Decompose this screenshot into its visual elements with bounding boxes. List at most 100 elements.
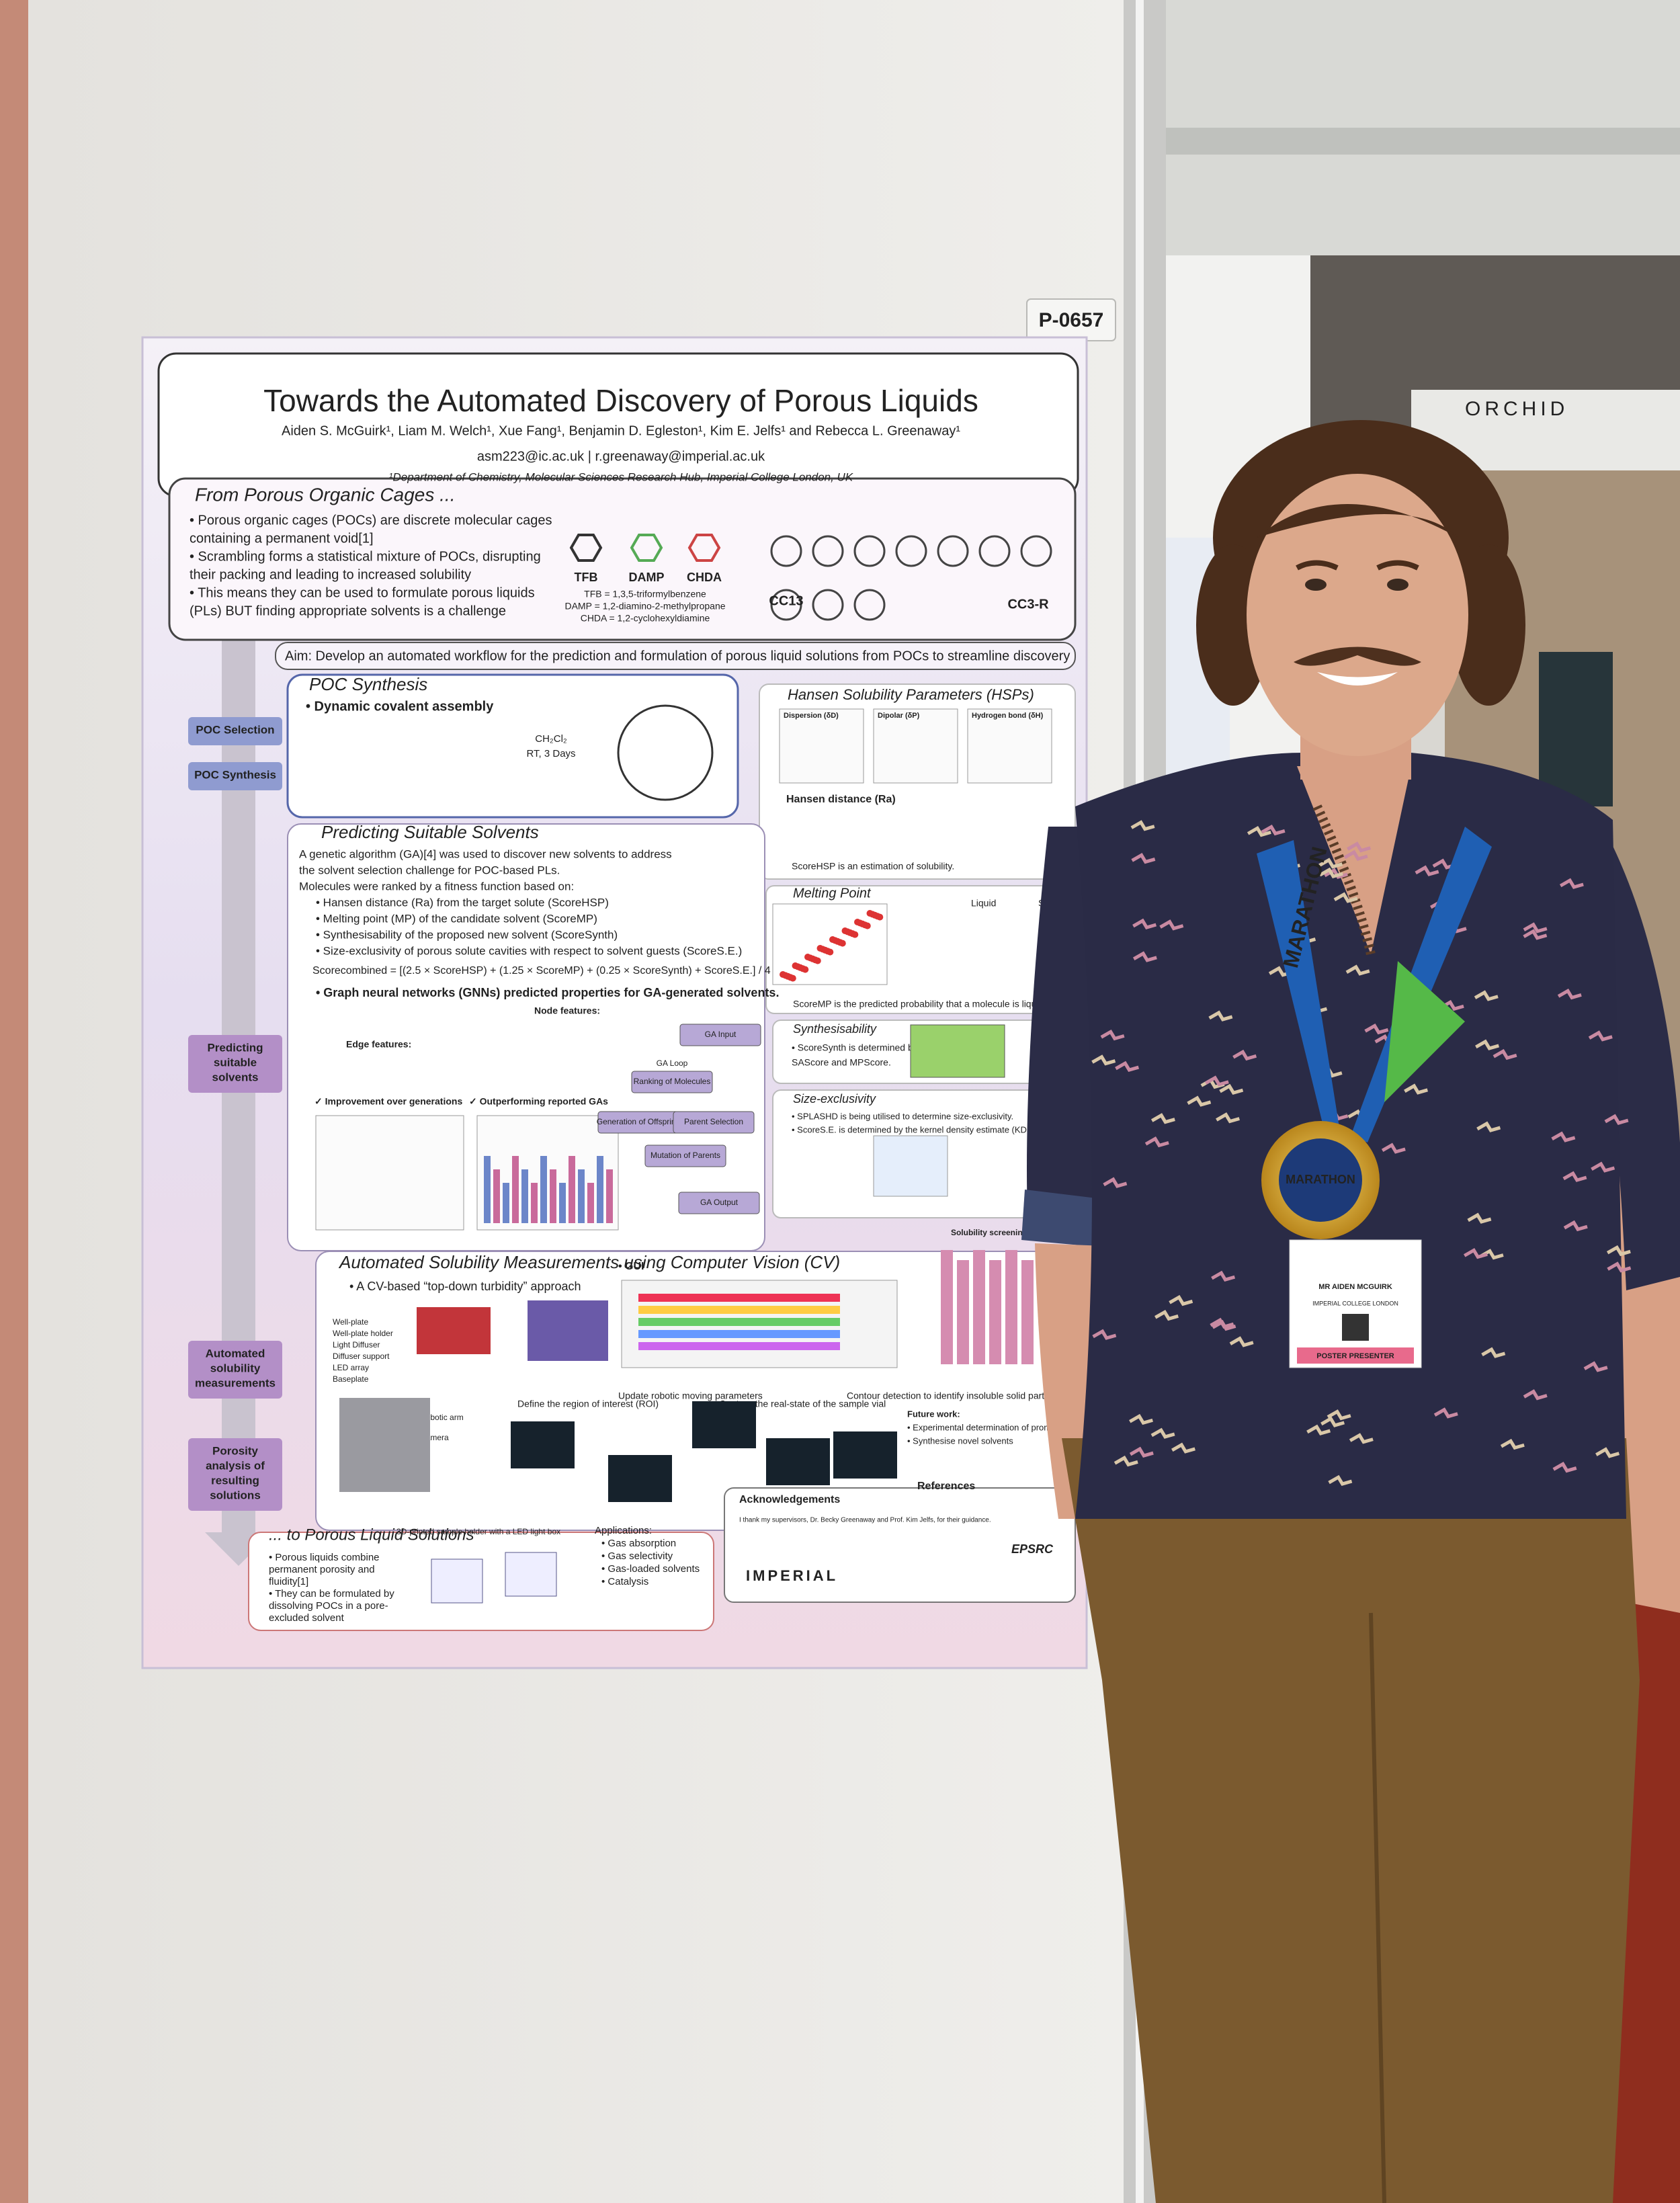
print-bird	[1333, 892, 1358, 903]
section-heading: Predicting Suitable Solvents	[321, 822, 539, 842]
print-bird	[1318, 858, 1343, 869]
screening-bar	[989, 1260, 1001, 1364]
print-bird	[1415, 865, 1439, 876]
print-bird	[1583, 1361, 1608, 1372]
print-bird	[1154, 1309, 1179, 1321]
cage-icon	[937, 535, 969, 567]
print-bird	[1115, 1061, 1140, 1073]
cage-icon	[978, 535, 1011, 567]
result-bar	[569, 1156, 575, 1223]
cage-icon	[1020, 535, 1052, 567]
liquids-line: permanent porosity and	[269, 1564, 375, 1575]
melting-plot	[772, 903, 888, 985]
stage-label: solubility	[210, 1362, 261, 1374]
print-bird	[1211, 1270, 1236, 1282]
cv-step: Update robotic moving parameters	[618, 1390, 763, 1401]
synthesis-condition: RT, 3 Days	[526, 748, 575, 759]
scatter-dot	[876, 913, 884, 921]
well-plate-image	[528, 1300, 608, 1361]
rig-part: Light Diffuser	[333, 1340, 380, 1349]
print-bird	[1349, 1433, 1374, 1444]
print-bird	[1169, 1294, 1193, 1306]
liquids-line: • They can be formulated by	[269, 1588, 394, 1599]
solvents-line: A genetic algorithm (GA)[4] was used to …	[299, 847, 672, 860]
stage-label: Automated	[206, 1347, 265, 1360]
gui-row	[638, 1306, 840, 1314]
synthesis-box	[286, 673, 739, 819]
gui-row	[638, 1330, 840, 1338]
monomer-definition: DAMP = 1,2-diamino-2-methylpropane	[564, 601, 725, 612]
hsp-note: ScoreHSP is an estimation of solubility.	[792, 861, 954, 872]
liquids-line: excluded solvent	[269, 1612, 345, 1624]
stage-label: Porosity	[212, 1444, 259, 1457]
print-bird	[1559, 878, 1584, 889]
synthesis-bullet: • Dynamic covalent assembly	[306, 699, 494, 714]
print-bird	[1475, 1039, 1499, 1050]
liquid-diagram	[505, 1552, 557, 1597]
scatter-dot	[802, 966, 809, 973]
monomer-icon	[687, 533, 721, 563]
print-bird	[1208, 1010, 1233, 1022]
print-bird	[1114, 1455, 1138, 1467]
aim: Aim: Develop an automated workflow for t…	[285, 649, 1070, 663]
liquids-line: • Porous liquids combine	[269, 1552, 380, 1563]
feature-label: Edge features:	[346, 1039, 411, 1050]
synth-table	[910, 1024, 1005, 1078]
print-bird	[1552, 1462, 1577, 1473]
rig-label: 3D-printed sample holder with a LED ligh…	[396, 1527, 560, 1536]
intro-line: (PLs) BUT finding appropriate solvents i…	[190, 604, 506, 618]
person: MARATHON MARATHON MR AIDEN MCGUIRK IMPER…	[1021, 420, 1680, 2203]
print-bird	[1476, 1121, 1501, 1132]
gnn-line: • Graph neural networks (GNNs) predicted…	[316, 986, 779, 999]
stage-label: suitable	[214, 1056, 257, 1069]
section-heading: From Porous Organic Cages ...	[195, 484, 455, 505]
ga-node	[679, 1024, 761, 1046]
stage-label-box	[188, 1035, 282, 1093]
ack-box	[724, 1487, 1076, 1603]
print-bird	[1381, 1142, 1406, 1154]
screening-bar	[973, 1250, 985, 1364]
print-bird	[1247, 826, 1271, 837]
badge-role: POSTER PRESENTER	[1316, 1352, 1394, 1360]
screening-bar	[1005, 1250, 1017, 1364]
eyebrows	[1296, 560, 1419, 571]
print-bird	[1493, 1048, 1517, 1061]
vial-image	[766, 1438, 830, 1485]
rig-label: Robotic arm	[420, 1413, 464, 1422]
cv-bullet: • A CV-based “top-down turbidity” approa…	[349, 1280, 581, 1293]
section-heading: Hansen Solubility Parameters (HSPs)	[788, 686, 1034, 703]
vial-image	[692, 1401, 756, 1448]
print-bird	[1328, 1474, 1353, 1487]
liquids-line: fluidity[1]	[269, 1576, 308, 1587]
print-bird	[1187, 1095, 1212, 1107]
print-bird	[1523, 929, 1548, 940]
size-line: • ScoreS.E. is determined by the kernel …	[792, 1124, 1036, 1134]
hsp-panel-label: Dipolar (δP)	[878, 712, 920, 720]
stage-label-box	[188, 762, 282, 790]
application-line: • Gas-loaded solvents	[601, 1563, 700, 1575]
cv-step: Capture the real-state of the sample via…	[719, 1399, 886, 1409]
vial-image	[511, 1421, 575, 1468]
face	[1247, 474, 1468, 756]
print-bird	[1129, 1413, 1153, 1425]
print-bird	[1347, 841, 1372, 853]
monomer-label: TFB	[575, 571, 598, 584]
print-bird	[1091, 1054, 1116, 1066]
print-bird	[1500, 1438, 1525, 1450]
result-bar	[559, 1183, 566, 1223]
monomer-label: CHDA	[687, 571, 722, 584]
fitness-formula: Scorecombined = [(2.5 × ScoreHSP) + (1.2…	[312, 965, 801, 976]
screening-bar	[957, 1260, 969, 1364]
solvents-line: • Synthesisability of the proposed new s…	[316, 928, 618, 941]
print-bird	[1562, 1171, 1587, 1182]
print-bird	[1103, 1177, 1128, 1188]
ga-label: GA Loop	[657, 1058, 688, 1068]
venue-sign: ORCHID	[1465, 398, 1568, 420]
ga-label: GA Output	[700, 1198, 739, 1207]
neck-opening	[1297, 766, 1411, 954]
intro-line: • Porous organic cages (POCs) are discre…	[190, 513, 552, 528]
synth-line: SAScore and MPScore.	[792, 1057, 891, 1068]
scatter-dot	[789, 974, 796, 982]
application-line: Applications:	[595, 1525, 652, 1536]
badge-role-strip	[1297, 1347, 1414, 1364]
